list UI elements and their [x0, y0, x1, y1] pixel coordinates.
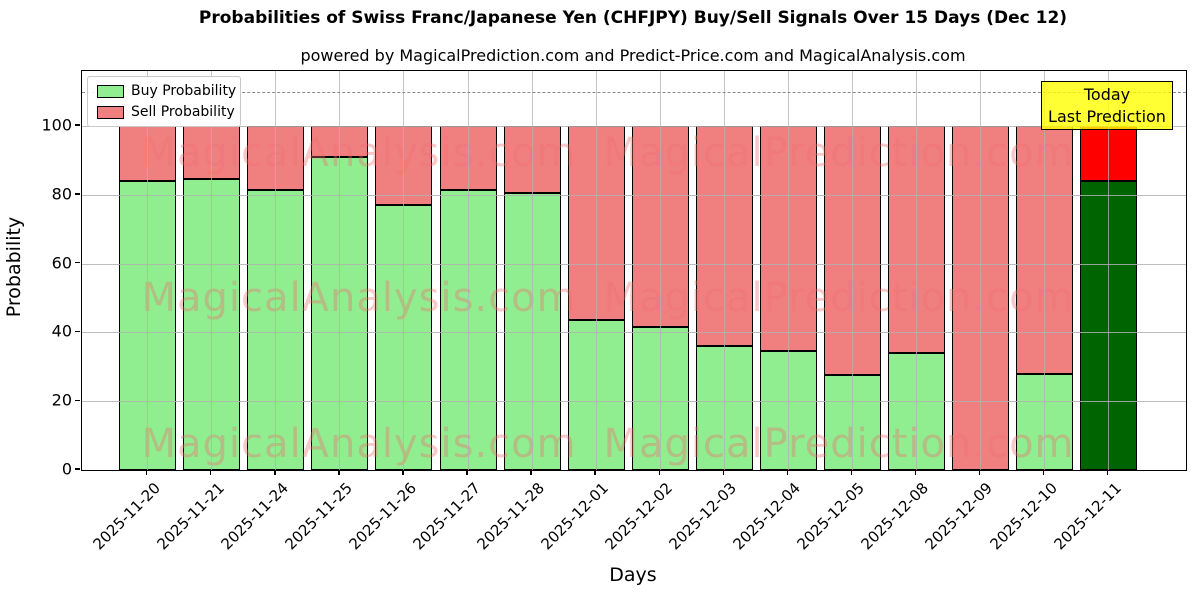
x-tick-mark	[466, 470, 468, 475]
x-tick-mark	[530, 470, 532, 475]
h-gridline	[82, 126, 1186, 128]
x-tick-label: 2025-12-08	[857, 479, 933, 554]
x-tick-mark	[274, 470, 276, 475]
h-gridline	[82, 263, 1186, 265]
x-tick-label: 2025-12-09	[921, 479, 997, 554]
v-gridline	[659, 71, 661, 470]
plot-area: MagicalAnalysis.com MagicalPrediction.com…	[81, 70, 1187, 471]
y-tick-label: 0	[61, 459, 72, 479]
y-axis-label: Probability	[3, 216, 25, 318]
x-tick-label: 2025-11-24	[217, 479, 292, 554]
x-tick-label: 2025-12-11	[1050, 479, 1125, 554]
v-gridline	[723, 71, 725, 470]
x-tick-mark	[402, 470, 404, 475]
x-tick-label: 2025-11-25	[281, 479, 356, 554]
chart-title: Probabilities of Swiss Franc/Japanese Ye…	[198, 8, 1068, 28]
v-gridline	[147, 71, 149, 470]
y-tick-mark	[75, 330, 80, 333]
y-tick-label: 20	[51, 390, 72, 410]
x-tick-mark	[338, 470, 340, 475]
legend-item-sell: Sell Probability	[88, 104, 240, 120]
y-tick-mark	[75, 261, 80, 264]
x-tick-label: 2025-11-27	[409, 479, 484, 554]
v-gridline	[595, 71, 597, 470]
x-tick-label: 2025-12-04	[729, 479, 805, 554]
x-tick-label: 2025-12-02	[601, 479, 676, 554]
x-tick-mark	[594, 470, 596, 475]
h-gridline	[82, 401, 1186, 403]
v-gridline	[1044, 71, 1046, 470]
dashed-threshold-line	[82, 91, 1186, 93]
legend-item-buy: Buy Probability	[88, 83, 240, 99]
watermark-right: MagicalPrediction.com	[603, 421, 1075, 467]
v-gridline	[467, 71, 469, 470]
y-tick-mark	[75, 124, 80, 126]
today-annotation-line2: Last Prediction	[1048, 106, 1166, 126]
y-tick-label: 60	[51, 253, 72, 273]
y-tick-mark	[75, 193, 80, 195]
x-tick-label: 2025-12-03	[665, 479, 741, 554]
today-annotation-line1: Today	[1083, 84, 1131, 104]
x-tick-label: 2025-11-26	[345, 479, 420, 554]
legend: Buy Probability Sell Probability	[87, 76, 241, 127]
x-axis-label: Days	[609, 564, 657, 586]
legend-label-sell: Sell Probability	[131, 104, 235, 120]
h-gridline	[82, 194, 1186, 196]
v-gridline	[275, 71, 277, 470]
h-gridline	[82, 332, 1186, 334]
v-gridline	[339, 71, 341, 470]
x-tick-mark	[146, 470, 148, 475]
x-tick-mark	[914, 470, 917, 475]
x-tick-label: 2025-12-10	[986, 479, 1061, 554]
y-tick-mark	[75, 468, 80, 470]
watermark-left: MagicalAnalysis.com	[141, 421, 577, 467]
v-gridline	[403, 71, 405, 470]
v-gridline	[851, 71, 853, 470]
sell-swatch-icon	[97, 105, 124, 119]
v-gridline	[916, 71, 918, 470]
watermark-left: MagicalAnalysis.com	[141, 130, 577, 176]
watermark-right: MagicalPrediction.com	[603, 130, 1075, 176]
x-tick-mark	[210, 470, 212, 475]
legend-label-buy: Buy Probability	[131, 83, 237, 99]
x-tick-label: 2025-11-28	[473, 479, 548, 554]
x-tick-mark	[658, 470, 660, 475]
x-tick-mark	[786, 470, 789, 475]
x-tick-mark	[978, 470, 981, 475]
y-tick-label: 40	[51, 321, 72, 341]
x-tick-label: 2025-12-05	[793, 479, 869, 554]
watermark-left: MagicalAnalysis.com	[141, 275, 577, 321]
chart-subtitle: powered by MagicalPrediction.com and Pre…	[300, 46, 966, 65]
v-gridline	[211, 71, 213, 470]
y-tick-label: 80	[51, 184, 72, 204]
x-tick-mark	[1107, 470, 1109, 475]
x-tick-label: 2025-11-20	[89, 479, 164, 554]
x-tick-label: 2025-12-01	[537, 479, 612, 554]
v-gridline	[531, 71, 533, 470]
v-gridline	[1108, 71, 1110, 470]
x-tick-mark	[1042, 470, 1045, 475]
x-tick-mark	[722, 470, 725, 475]
today-annotation: Today Last Prediction	[1041, 81, 1173, 130]
v-gridline	[980, 71, 982, 470]
buy-swatch-icon	[97, 84, 124, 98]
x-tick-mark	[850, 470, 853, 475]
y-tick-label: 100	[41, 115, 72, 135]
y-tick-mark	[75, 399, 80, 401]
v-gridline	[787, 71, 789, 470]
watermark-right: MagicalPrediction.com	[603, 275, 1075, 321]
x-tick-label: 2025-11-21	[153, 479, 228, 554]
